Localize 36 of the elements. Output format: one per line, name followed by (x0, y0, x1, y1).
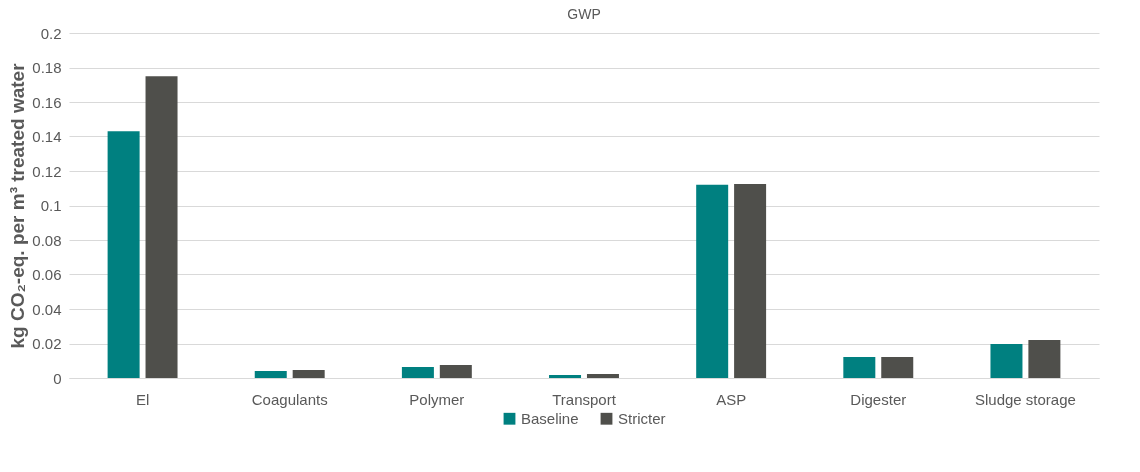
chart-title: GWP (567, 6, 601, 22)
bar (990, 344, 1023, 378)
x-tick-label: Transport (552, 390, 617, 408)
y-tick-label: 0.14 (32, 128, 62, 145)
y-tick-label: 0.02 (32, 335, 62, 352)
bar (107, 131, 140, 378)
y-tick-label: 0.06 (32, 266, 62, 283)
bar (696, 184, 729, 378)
y-tick-label: 0.1 (40, 197, 62, 214)
bar (1028, 340, 1061, 378)
y-axis-title: kg CO₂-eq. per m³ treated water (7, 62, 29, 349)
bar (843, 356, 876, 378)
x-tick-label: El (135, 390, 150, 408)
y-tick-label: 0.2 (40, 24, 62, 42)
y-tick-label: 0.18 (32, 59, 62, 76)
y-tick-label: 0.08 (32, 231, 62, 249)
legend-label: Stricter (618, 409, 666, 427)
x-tick-label: Sludge storage (974, 390, 1076, 408)
bar (292, 370, 325, 378)
bar (254, 371, 287, 378)
x-tick-label: Coagulants (251, 390, 328, 408)
bar (734, 183, 767, 378)
y-tick-label: 0 (53, 369, 62, 387)
bar (439, 365, 472, 378)
bar (549, 375, 582, 378)
bar (401, 366, 434, 378)
x-tick-label: Digester (850, 390, 907, 408)
x-tick-label: Polymer (409, 390, 465, 408)
y-tick-label: 0.16 (32, 93, 62, 111)
bar (586, 374, 619, 378)
y-tick-label: 0.12 (32, 162, 62, 180)
bar (881, 356, 914, 378)
legend-label: Baseline (521, 409, 579, 427)
y-tick-label: 0.04 (32, 300, 62, 318)
bar (145, 76, 178, 378)
x-tick-label: ASP (716, 390, 747, 408)
